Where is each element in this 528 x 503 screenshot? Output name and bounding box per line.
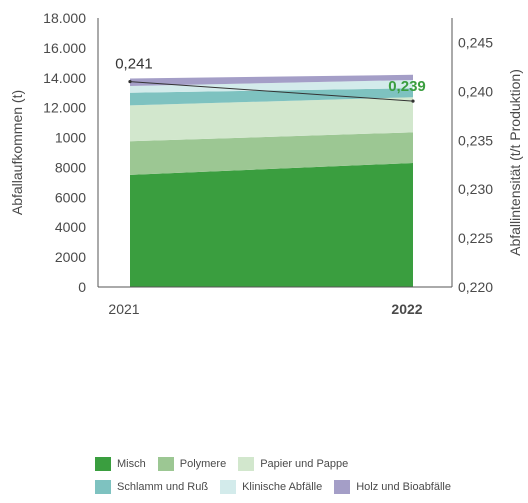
legend-row-2: Schlamm und Ruß Klinische Abfälle Holz u… [95, 478, 525, 496]
legend-item-schlamm: Schlamm und Ruß [95, 480, 208, 494]
legend-label-klinisch: Klinische Abfälle [242, 481, 323, 493]
area-holz-und-bioabf-lle [130, 74, 413, 86]
right-tick-label: 0,235 [458, 132, 493, 148]
legend-swatch-misch [95, 457, 111, 471]
legend-item-polymere: Polymere [157, 457, 227, 471]
legend-swatch-papier [238, 457, 255, 471]
legend-item-klinisch: Klinische Abfälle [220, 480, 322, 494]
legend-swatch-schlamm [95, 480, 111, 494]
area-papier-und-pappe [130, 97, 413, 142]
right-tick-label: 0,230 [458, 181, 493, 197]
intensity-line [129, 81, 414, 102]
legend: Misch Polymere Papier und Pappe Schlamm … [95, 455, 525, 501]
right-tick-label: 0,245 [458, 34, 493, 50]
area-klinische-abf-lle [130, 80, 413, 93]
area-misch [130, 162, 413, 287]
right-axis-title: Abfallintensität (t/t Produktion) [507, 69, 523, 256]
legend-label-polymere: Polymere [179, 458, 227, 470]
intensity-label: 0,239 [388, 78, 426, 95]
legend-label-papier: Papier und Pappe [260, 458, 349, 470]
legend-label-misch: Misch [117, 458, 146, 470]
left-tick-label: 18.000 [43, 10, 86, 26]
left-tick-label: 0 [78, 279, 86, 295]
left-tick-label: 12.000 [43, 100, 86, 116]
area-schlamm-und-ru- [130, 88, 413, 106]
right-tick-label: 0,225 [458, 230, 493, 246]
left-tick-label: 16.000 [43, 40, 86, 56]
left-tick-label: 8000 [55, 159, 86, 175]
legend-swatch-holz [334, 480, 351, 494]
left-tick-label: 14.000 [43, 70, 86, 86]
legend-item-papier: Papier und Pappe [238, 457, 348, 471]
legend-item-holz: Holz und Bioabfälle [334, 480, 451, 494]
intensity-label: 0,241 [115, 56, 153, 73]
left-tick-label: 2000 [55, 249, 86, 265]
legend-swatch-polymere [157, 457, 174, 471]
legend-item-misch: Misch [95, 457, 146, 471]
legend-label-holz: Holz und Bioabfälle [356, 481, 451, 493]
left-tick-label: 1000 [55, 130, 86, 146]
x-tick-label: 2022 [391, 301, 422, 317]
x-tick-label: 2021 [108, 301, 139, 317]
right-tick-label: 0,220 [458, 279, 493, 295]
intensity-point [411, 99, 415, 103]
intensity-point [128, 79, 132, 84]
right-tick-label: 0,240 [458, 83, 493, 99]
left-tick-label: 6000 [55, 189, 86, 205]
legend-label-schlamm: Schlamm und Ruß [117, 481, 209, 493]
left-tick-label: 4000 [55, 219, 86, 235]
area-polymere [130, 132, 413, 175]
left-axis-title: Abfallaufkommen (t) [9, 90, 25, 215]
legend-swatch-klinisch [220, 480, 237, 494]
legend-row-1: Misch Polymere Papier und Pappe [95, 455, 525, 473]
